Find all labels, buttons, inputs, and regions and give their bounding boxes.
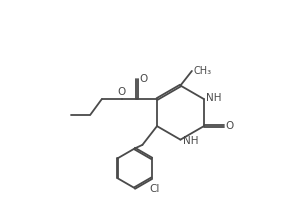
Text: O: O bbox=[226, 121, 234, 131]
Text: NH: NH bbox=[183, 136, 198, 146]
Text: NH: NH bbox=[206, 93, 222, 103]
Text: O: O bbox=[139, 74, 147, 84]
Text: O: O bbox=[118, 87, 126, 97]
Text: CH₃: CH₃ bbox=[194, 66, 212, 76]
Text: Cl: Cl bbox=[149, 184, 160, 194]
